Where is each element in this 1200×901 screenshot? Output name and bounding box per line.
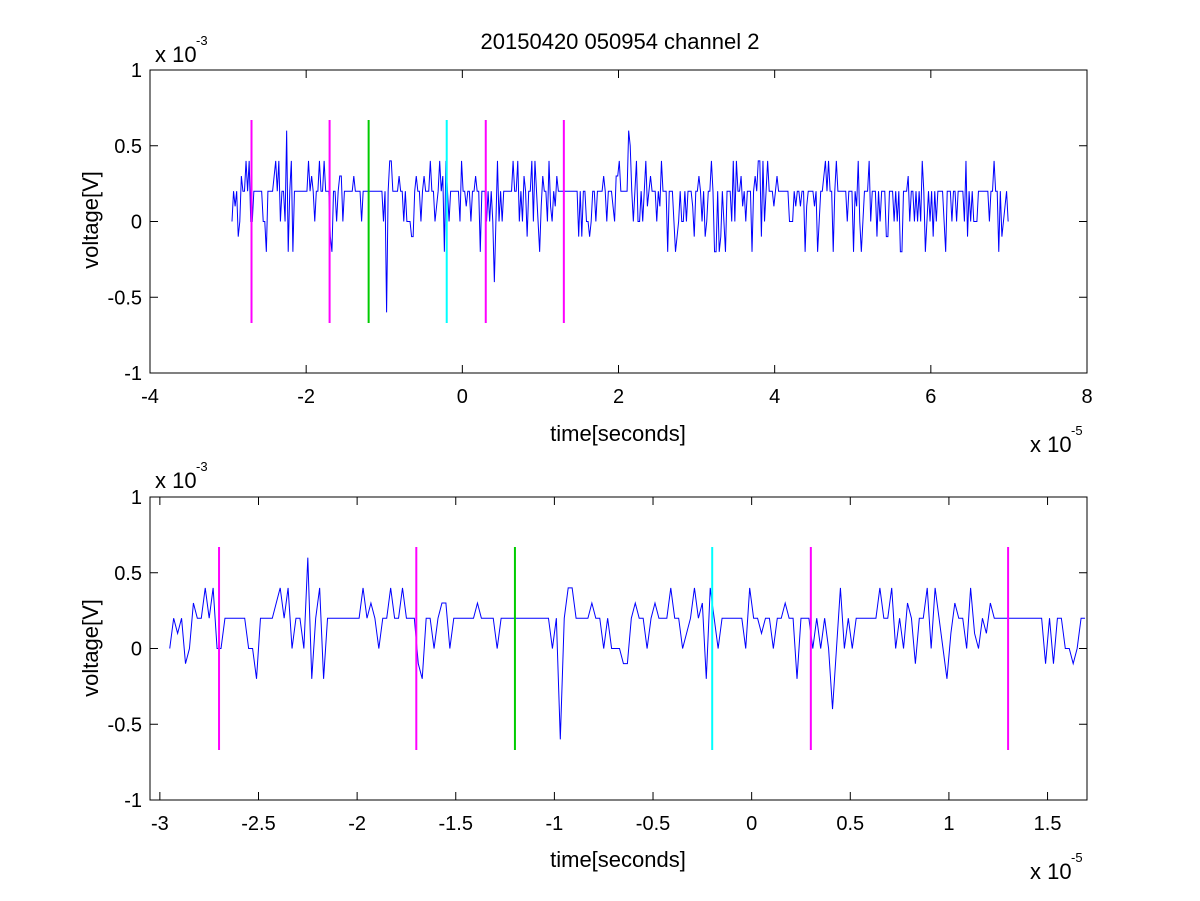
x-tick-label: -3: [151, 813, 169, 835]
y-tick-label: 0.5: [114, 136, 142, 158]
bottom-plot: -3 -2.5 -2 -1.5 -1 -0.5 0 0.5 1 1.5 -1 -0.5 0 0.5 1 t…: [78, 459, 1088, 884]
bottom-x-ticks: -3 -2.5 -2 -1.5 -1 -0.5 0 0.5 1 1.5: [151, 497, 1061, 835]
top-y-exponent-power: -3: [196, 33, 208, 48]
top-plot: -4 -2 0 2 4 6 8 -1 -0.5 0 0.5 1 time[seconds] volt…: [78, 33, 1093, 457]
bottom-x-axis-label: time[seconds]: [550, 847, 686, 872]
top-y-exponent-base: x 10: [155, 42, 197, 67]
y-tick-label: -1: [124, 790, 142, 812]
x-tick-label: 6: [925, 386, 936, 408]
figure-title: 20150420 050954 channel 2: [481, 29, 760, 54]
y-tick-label: -0.5: [108, 714, 142, 736]
top-y-ticks: -1 -0.5 0 0.5 1: [108, 60, 1087, 385]
x-tick-label: -2: [348, 813, 366, 835]
x-tick-label: 1.5: [1034, 813, 1062, 835]
y-tick-label: 1: [131, 60, 142, 82]
top-x-exponent: x 10 -5: [1030, 423, 1083, 457]
top-x-axis-label: time[seconds]: [550, 421, 686, 446]
x-tick-label: -1.5: [439, 813, 473, 835]
x-tick-label: -2: [297, 386, 315, 408]
x-tick-label: 0.5: [836, 813, 864, 835]
x-tick-label: 4: [769, 386, 780, 408]
top-x-exponent-base: x 10: [1030, 432, 1072, 457]
y-tick-label: 0: [131, 639, 142, 661]
bottom-y-exponent-base: x 10: [155, 468, 197, 493]
bottom-plot-area: [169, 546, 1086, 751]
bottom-y-exponent: x 10 -3: [155, 459, 208, 493]
x-tick-label: 1: [943, 813, 954, 835]
top-x-exponent-power: -5: [1071, 423, 1083, 438]
x-tick-label: 2: [613, 386, 624, 408]
voltage-trace: [169, 557, 1086, 740]
y-tick-label: 1: [131, 487, 142, 509]
top-plot-area: [231, 119, 1009, 324]
x-tick-label: -2.5: [241, 813, 275, 835]
bottom-x-exponent: x 10 -5: [1030, 850, 1083, 884]
bottom-y-ticks: -1 -0.5 0 0.5 1: [108, 487, 1087, 812]
y-tick-label: -0.5: [108, 287, 142, 309]
bottom-y-axis-label: voltage[V]: [78, 599, 103, 697]
x-tick-label: -4: [141, 386, 159, 408]
top-y-exponent: x 10 -3: [155, 33, 208, 67]
top-x-ticks: -4 -2 0 2 4 6 8: [141, 70, 1093, 408]
y-tick-label: 0.5: [114, 563, 142, 585]
voltage-trace: [231, 130, 1009, 313]
y-tick-label: 0: [131, 212, 142, 234]
bottom-x-exponent-power: -5: [1071, 850, 1083, 865]
y-tick-label: -1: [124, 363, 142, 385]
x-tick-label: -0.5: [636, 813, 670, 835]
x-tick-label: -1: [545, 813, 563, 835]
bottom-x-exponent-base: x 10: [1030, 859, 1072, 884]
x-tick-label: 0: [746, 813, 757, 835]
x-tick-label: 0: [457, 386, 468, 408]
x-tick-label: 8: [1081, 386, 1092, 408]
bottom-y-exponent-power: -3: [196, 459, 208, 474]
top-y-axis-label: voltage[V]: [78, 171, 103, 269]
